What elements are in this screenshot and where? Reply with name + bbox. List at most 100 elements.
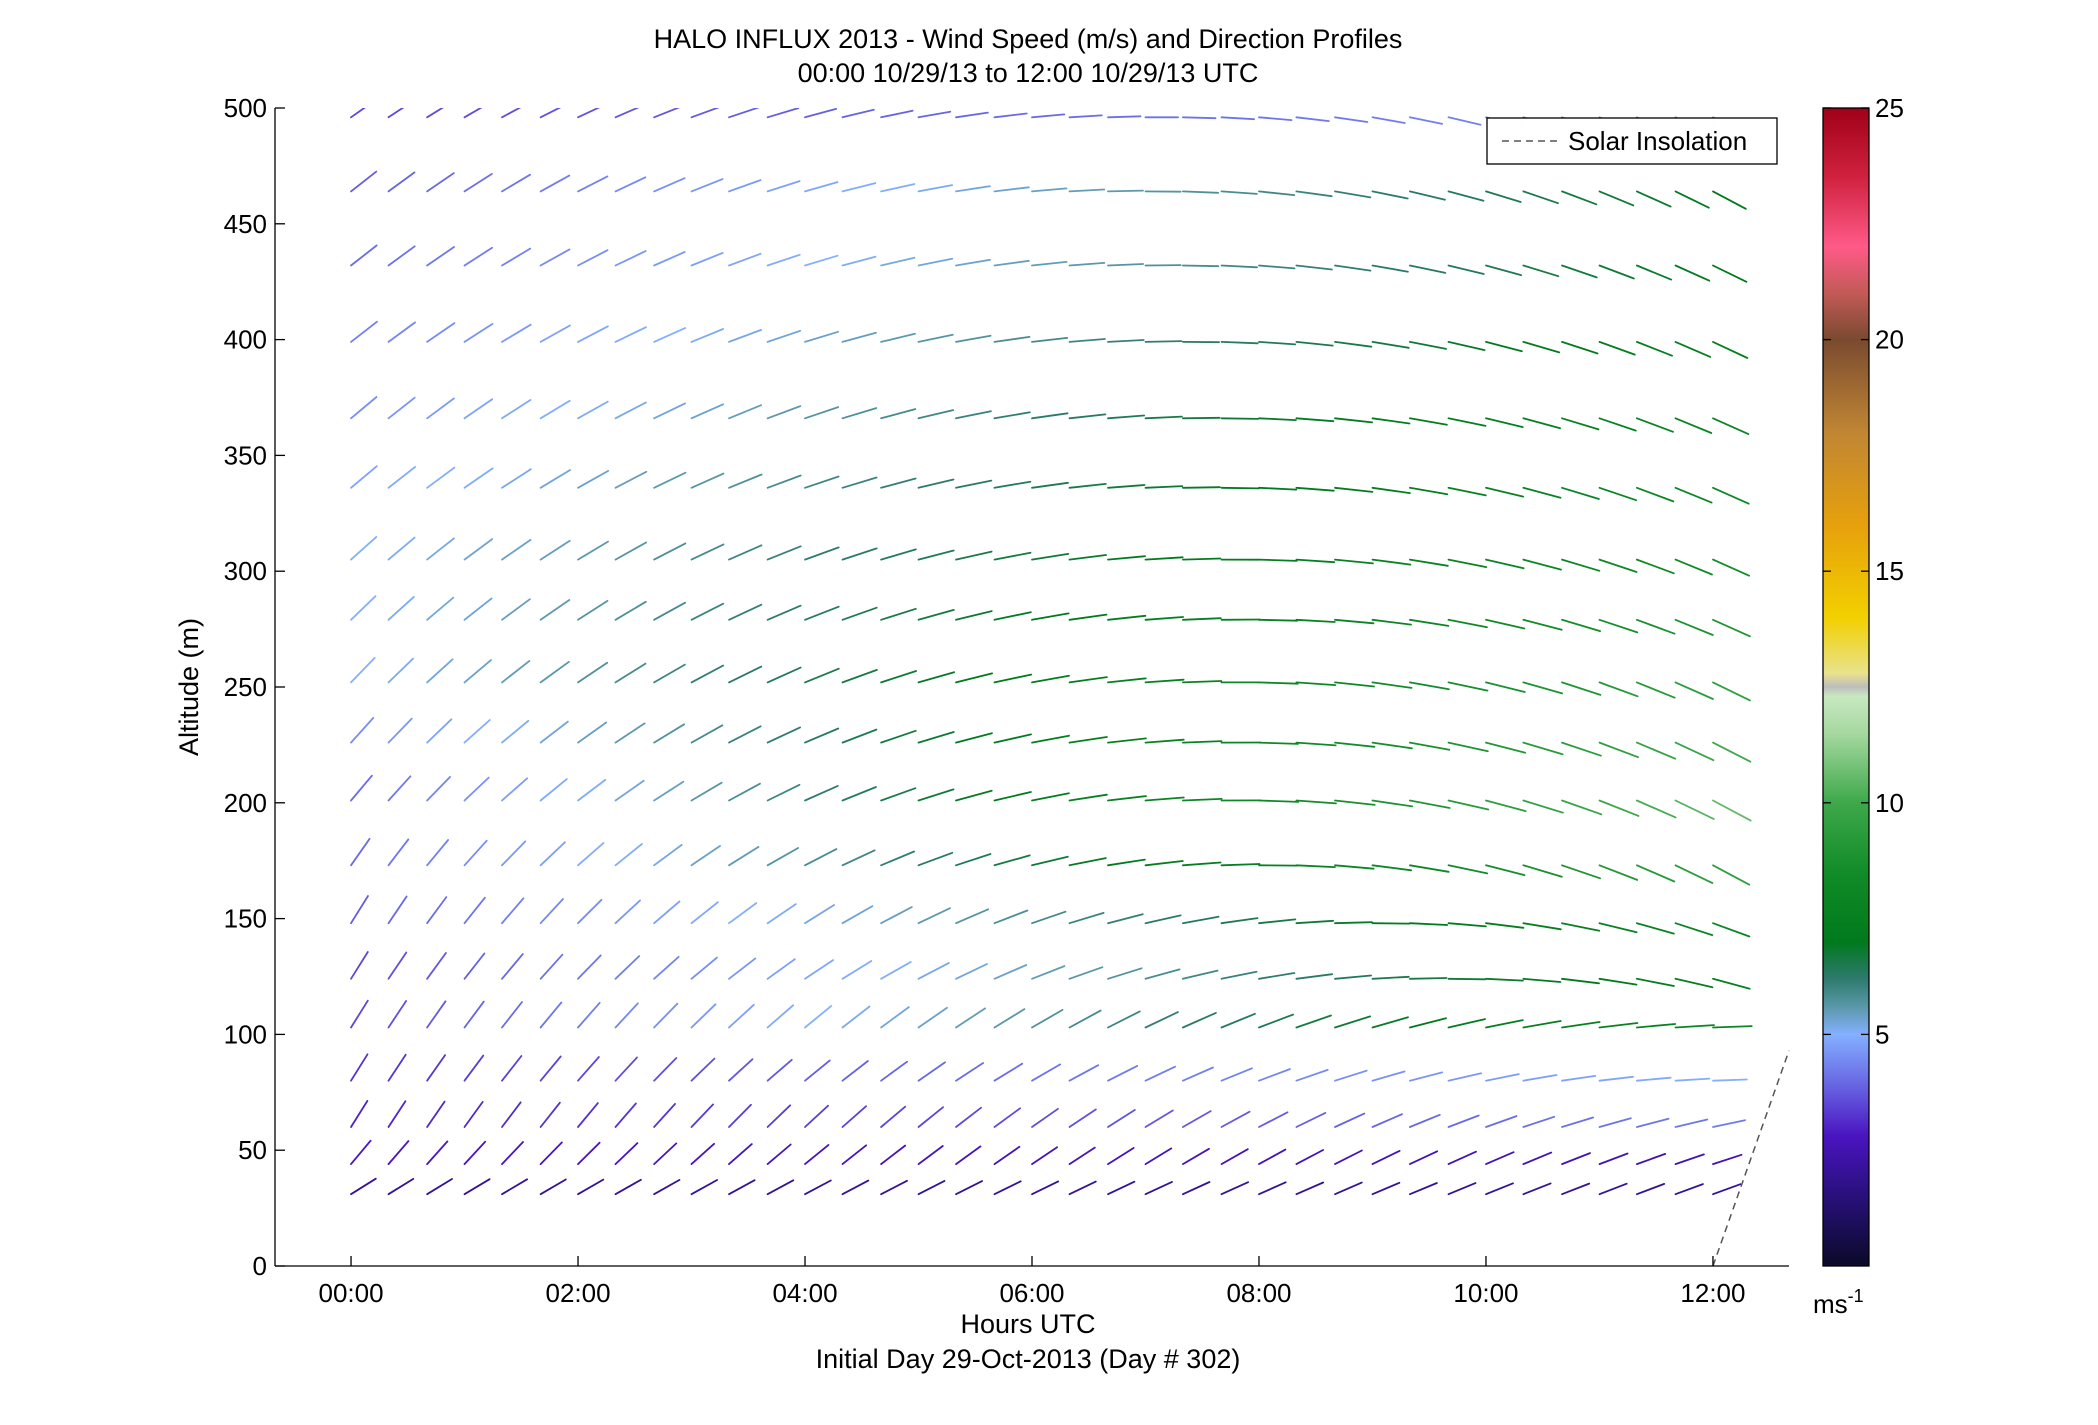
wind-barb — [1068, 1009, 1102, 1029]
wind-barb — [1371, 975, 1410, 980]
wind-barb — [1712, 741, 1752, 763]
wind-barb — [766, 666, 802, 684]
wind-barb — [1068, 736, 1108, 744]
chart-subtitle: 00:00 10/29/13 to 12:00 10/29/13 UTC — [798, 58, 1259, 88]
wind-barb — [1636, 681, 1676, 699]
wind-barb — [1636, 1153, 1667, 1165]
wind-barb — [955, 111, 989, 119]
wind-barb — [917, 184, 953, 193]
wind-barb — [690, 901, 719, 925]
y-tick-label: 350 — [224, 440, 267, 470]
wind-barb — [426, 537, 455, 561]
wind-barb — [993, 1008, 1026, 1029]
wind-barb — [1068, 857, 1107, 867]
wind-barb — [1447, 977, 1487, 981]
wind-barb — [1334, 1112, 1366, 1128]
wind-barb — [993, 259, 1030, 267]
wind-barb — [917, 1061, 946, 1082]
wind-barb — [350, 895, 369, 925]
wind-barb — [1522, 486, 1562, 499]
wind-barb — [614, 326, 647, 343]
wind-barb — [1674, 1153, 1705, 1165]
wind-barb — [955, 334, 992, 343]
wind-barb — [614, 470, 648, 489]
wind-barb — [1371, 486, 1411, 495]
wind-barb — [993, 1107, 1021, 1128]
wind-barb — [690, 543, 725, 561]
wind-barb — [350, 774, 373, 802]
wind-barb — [1031, 792, 1070, 802]
wind-barb — [463, 952, 486, 980]
wind-barb — [1371, 681, 1413, 689]
wind-barb — [690, 1142, 715, 1165]
wind-barb — [426, 1100, 446, 1128]
wind-barb — [501, 468, 532, 489]
wind-barb — [1447, 922, 1487, 928]
wind-barb — [841, 476, 878, 489]
wind-barb — [653, 844, 683, 867]
wind-barb — [1068, 1180, 1097, 1196]
wind-barb — [1258, 1148, 1287, 1165]
wind-barb — [614, 108, 640, 119]
wind-barbs — [350, 108, 1753, 1196]
wind-barb — [463, 1178, 491, 1196]
wind-barb — [955, 479, 993, 489]
wind-barb — [1674, 977, 1714, 989]
wind-barb — [1107, 339, 1145, 343]
wind-barb — [1598, 1075, 1634, 1082]
wind-barb — [1561, 1182, 1591, 1196]
wind-barb — [1334, 1181, 1363, 1196]
y-tick-label: 200 — [224, 788, 267, 818]
wind-barb — [1068, 1108, 1097, 1128]
wind-barb — [1031, 1107, 1059, 1128]
wind-barb — [539, 720, 569, 744]
wind-barb — [766, 847, 799, 867]
wind-barb — [1295, 1014, 1332, 1029]
wind-barb — [993, 1062, 1024, 1082]
wind-barb — [539, 248, 571, 267]
wind-barb — [539, 1001, 563, 1029]
x-tick-label: 00:00 — [319, 1278, 384, 1308]
wind-barb — [1712, 340, 1749, 359]
wind-barb — [1598, 977, 1638, 986]
wind-barb — [1031, 553, 1070, 561]
wind-barb — [766, 783, 801, 802]
wind-barb — [1447, 681, 1489, 692]
wind-barb — [804, 667, 840, 684]
wind-barb — [1447, 864, 1489, 875]
wind-barb — [993, 551, 1032, 561]
wind-barb — [577, 540, 609, 561]
wind-barb — [350, 717, 375, 744]
x-axis: 00:00 02:00 04:00 06:00 08:00 10:00 12:00 — [319, 1256, 1745, 1308]
wind-barb — [387, 1100, 407, 1128]
wind-barb — [841, 960, 873, 980]
wind-barb — [387, 1053, 407, 1082]
wind-barb — [426, 1178, 453, 1196]
wind-barb — [1068, 482, 1107, 489]
wind-barb — [1107, 913, 1144, 925]
wind-barb — [880, 787, 917, 802]
wind-barb — [1371, 264, 1409, 273]
wind-barb — [463, 538, 494, 561]
wind-barb — [1334, 340, 1373, 348]
wind-barb — [728, 846, 760, 867]
wind-barb — [728, 544, 763, 561]
wind-barb — [501, 953, 524, 980]
wind-barb — [955, 789, 993, 802]
wind-barb — [463, 172, 493, 193]
wind-barb — [1182, 416, 1221, 420]
wind-barb — [614, 1002, 639, 1029]
wind-barb — [917, 110, 952, 119]
wind-barb — [463, 246, 494, 267]
wind-barb — [614, 1142, 639, 1165]
wind-barb — [728, 473, 763, 489]
wind-barb — [463, 719, 491, 744]
wind-barb — [728, 328, 762, 343]
wind-barb — [1107, 1180, 1136, 1196]
wind-barb — [1144, 1147, 1173, 1165]
wind-barb — [1485, 799, 1527, 812]
wind-barb — [955, 1007, 986, 1029]
wind-barb — [614, 899, 641, 925]
wind-barb — [841, 407, 878, 420]
wind-barb — [804, 785, 839, 802]
